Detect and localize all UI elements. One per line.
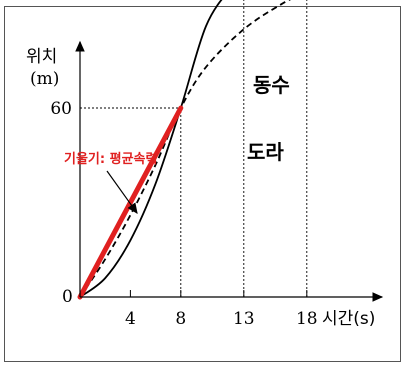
chart-frame — [4, 6, 401, 362]
y-tick-label-60: 60 — [50, 99, 72, 119]
origin-label: 0 — [62, 287, 73, 307]
y-axis-label-line1: 위치 — [26, 47, 57, 67]
annotation-arrow — [106, 170, 138, 214]
series-label-dongsu: 동수 — [253, 73, 290, 97]
series-line-dora — [79, 0, 292, 298]
x-tick-label-8: 8 — [175, 309, 186, 329]
x-tick-label-18: 18 — [296, 309, 318, 329]
x-tick-label-13: 13 — [233, 309, 255, 329]
y-axis-label-line2: (m) — [30, 69, 59, 89]
x-tick-label-4: 4 — [125, 309, 136, 329]
series-label-dora: 도라 — [247, 140, 284, 164]
average-speed-line — [77, 105, 184, 300]
series-line-dongsu — [79, 0, 223, 298]
slope-annotation: 기울기: 평균속력 — [64, 151, 157, 167]
x-axis-label: 시간(s) — [322, 309, 375, 329]
